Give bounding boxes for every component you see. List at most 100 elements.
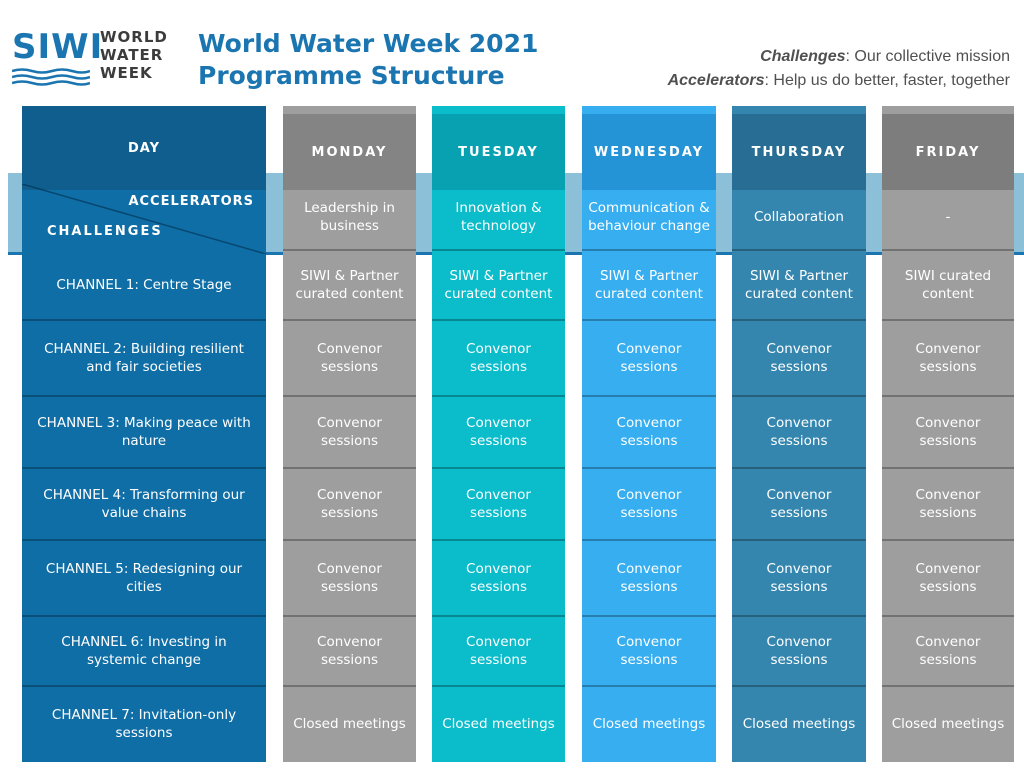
accelerator-cell: Leadership in business	[304, 200, 395, 234]
row-divider	[582, 467, 716, 469]
row-divider	[22, 685, 266, 687]
row-divider	[582, 685, 716, 687]
session-cell: Convenor sessions	[766, 561, 832, 595]
diagonal-divider	[22, 184, 266, 254]
day-header: MONDAY	[283, 114, 416, 190]
session-cell: Convenor sessions	[466, 487, 531, 521]
channel-label: CHANNEL 6: Investing in systemic change	[61, 634, 227, 668]
session-cell: SIWI & Partner curated content	[745, 268, 853, 302]
row-divider	[732, 615, 866, 617]
thursday-column: THURSDAY Collaboration SIWI & Partner cur…	[732, 106, 866, 762]
row-divider	[283, 467, 416, 469]
row-divider	[432, 249, 565, 251]
day-header: WEDNESDAY	[582, 114, 716, 190]
row-divider	[732, 467, 866, 469]
row-divider	[732, 539, 866, 541]
session-cell: Convenor sessions	[317, 634, 382, 668]
row-divider	[283, 539, 416, 541]
session-cell: SIWI & Partner curated content	[444, 268, 553, 302]
tuesday-column: TUESDAY Innovation & technology SIWI & Pa…	[432, 106, 565, 762]
accelerator-cell: Innovation & technology	[455, 200, 542, 234]
session-cell: Convenor sessions	[616, 634, 682, 668]
row-divider	[22, 539, 266, 541]
logo-word: WORLD	[100, 28, 168, 46]
challenges-definition: : Our collective mission	[845, 48, 1011, 65]
day-header: FRIDAY	[882, 114, 1014, 190]
session-cell: Closed meetings	[592, 716, 706, 732]
row-divider	[432, 467, 565, 469]
accelerators-axis-label: ACCELERATORS	[128, 194, 254, 209]
session-cell: Convenor sessions	[766, 634, 832, 668]
page-title: World Water Week 2021 Programme Structur…	[198, 28, 538, 92]
channel-label: CHANNEL 2: Building resilient and fair s…	[44, 341, 244, 375]
session-cell: Closed meetings	[891, 716, 1005, 732]
session-cell: Convenor sessions	[317, 561, 382, 595]
session-cell: Convenor sessions	[915, 341, 981, 375]
row-divider	[582, 249, 716, 251]
session-cell: Closed meetings	[442, 716, 555, 732]
session-cell: Convenor sessions	[766, 487, 832, 521]
siwi-logo: SIWI WORLD WATER WEEK	[12, 28, 172, 86]
session-cell: Convenor sessions	[915, 487, 981, 521]
row-divider	[582, 395, 716, 397]
day-header: THURSDAY	[732, 114, 866, 190]
session-cell: Convenor sessions	[915, 634, 981, 668]
row-divider	[22, 319, 266, 321]
channel-label: CHANNEL 4: Transforming our value chains	[43, 487, 245, 521]
session-cell: Convenor sessions	[317, 415, 382, 449]
session-cell: Convenor sessions	[915, 561, 981, 595]
row-divider	[283, 685, 416, 687]
row-divider	[22, 395, 266, 397]
row-divider	[882, 539, 1014, 541]
row-divider	[432, 685, 565, 687]
channel-label: CHANNEL 3: Making peace with nature	[37, 415, 251, 449]
day-header: DAY	[22, 106, 266, 190]
accelerator-cell: -	[945, 209, 951, 225]
session-cell: Convenor sessions	[915, 415, 981, 449]
logo-words: WORLD WATER WEEK	[100, 28, 168, 82]
tagline-challenges: Challenges: Our collective mission	[668, 45, 1010, 69]
row-divider	[882, 395, 1014, 397]
row-divider	[882, 467, 1014, 469]
row-divider	[732, 319, 866, 321]
day-column: DAY ACCELERATORS CHALLENGES CHANNEL 1: C…	[22, 106, 266, 762]
accelerator-cell: Collaboration	[754, 209, 844, 225]
accelerators-term: Accelerators	[667, 72, 765, 89]
day-header: TUESDAY	[432, 114, 565, 190]
friday-column: FRIDAY - SIWI curated content Convenor ses…	[882, 106, 1014, 762]
session-cell: Convenor sessions	[766, 341, 832, 375]
waves-icon	[12, 68, 90, 86]
row-divider	[432, 395, 565, 397]
row-divider	[283, 249, 416, 251]
session-cell: Convenor sessions	[466, 634, 531, 668]
session-cell: Closed meetings	[293, 716, 406, 732]
row-divider	[22, 615, 266, 617]
tagline: Challenges: Our collective mission Accel…	[668, 45, 1010, 93]
row-divider	[732, 685, 866, 687]
row-divider	[732, 249, 866, 251]
session-cell: Convenor sessions	[616, 487, 682, 521]
monday-column: MONDAY Leadership in business SIWI & Part…	[283, 106, 416, 762]
session-cell: Closed meetings	[742, 716, 856, 732]
session-cell: SIWI curated content	[904, 268, 992, 302]
session-cell: SIWI & Partner curated content	[295, 268, 404, 302]
accelerator-cell: Communication & behaviour change	[588, 200, 710, 234]
session-cell: SIWI & Partner curated content	[595, 268, 703, 302]
logo-word: WATER	[100, 46, 164, 64]
row-divider	[882, 615, 1014, 617]
session-cell: Convenor sessions	[466, 415, 531, 449]
session-cell: Convenor sessions	[616, 561, 682, 595]
logo-word: WEEK	[100, 64, 153, 82]
row-divider	[582, 615, 716, 617]
channel-label: CHANNEL 1: Centre Stage	[56, 277, 232, 293]
row-divider	[283, 615, 416, 617]
challenges-axis-label: CHALLENGES	[47, 224, 163, 239]
channel-label: CHANNEL 7: Invitation-only sessions	[51, 707, 237, 741]
session-cell: Convenor sessions	[466, 561, 531, 595]
row-divider	[432, 539, 565, 541]
row-divider	[283, 319, 416, 321]
wednesday-column: WEDNESDAY Communication & behaviour chan…	[582, 106, 716, 762]
session-cell: Convenor sessions	[616, 341, 682, 375]
row-divider	[283, 395, 416, 397]
session-cell: Convenor sessions	[317, 341, 382, 375]
